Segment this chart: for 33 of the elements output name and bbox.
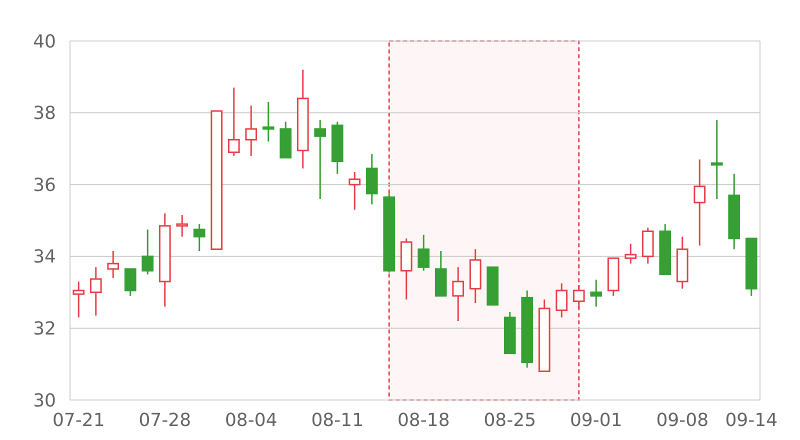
- candlestick: [158, 212, 171, 308]
- y-tick-label: 32: [33, 318, 56, 340]
- x-tick-label: 09-01: [570, 410, 622, 431]
- candlestick: [694, 158, 706, 246]
- x-tick-label: 09-08: [656, 410, 709, 431]
- candlestick: [469, 248, 482, 304]
- candlestick: [710, 119, 723, 200]
- y-tick-label: 38: [33, 103, 56, 124]
- x-tick-label: 08-04: [224, 410, 278, 431]
- candlestick: [348, 171, 361, 210]
- candlestick: [452, 266, 464, 322]
- y-tick-label: 34: [33, 246, 56, 268]
- candlestick: [262, 101, 274, 142]
- candlestick: [296, 68, 309, 170]
- x-tick-label: 07-28: [138, 410, 192, 431]
- candlestick: [590, 278, 602, 308]
- candlestick: [107, 250, 120, 279]
- candlestick: [176, 214, 188, 238]
- x-tick-label: 09-14: [725, 410, 778, 431]
- y-tick-label: 36: [33, 174, 56, 196]
- x-tick-label: 08-25: [484, 410, 536, 431]
- candlestick: [572, 284, 585, 310]
- candlestick: [366, 153, 378, 206]
- x-tick-label: 07-21: [52, 410, 105, 431]
- candlestick: [72, 280, 85, 318]
- x-tick-label: 08-11: [311, 410, 364, 431]
- candlestick: [245, 104, 258, 157]
- y-tick-label: 30: [33, 390, 56, 412]
- x-tick-label: 08-18: [397, 410, 450, 431]
- candlestick: [556, 282, 568, 318]
- candlestick: [728, 173, 740, 250]
- y-tick-label: 40: [33, 31, 56, 52]
- candlestick: [90, 266, 102, 316]
